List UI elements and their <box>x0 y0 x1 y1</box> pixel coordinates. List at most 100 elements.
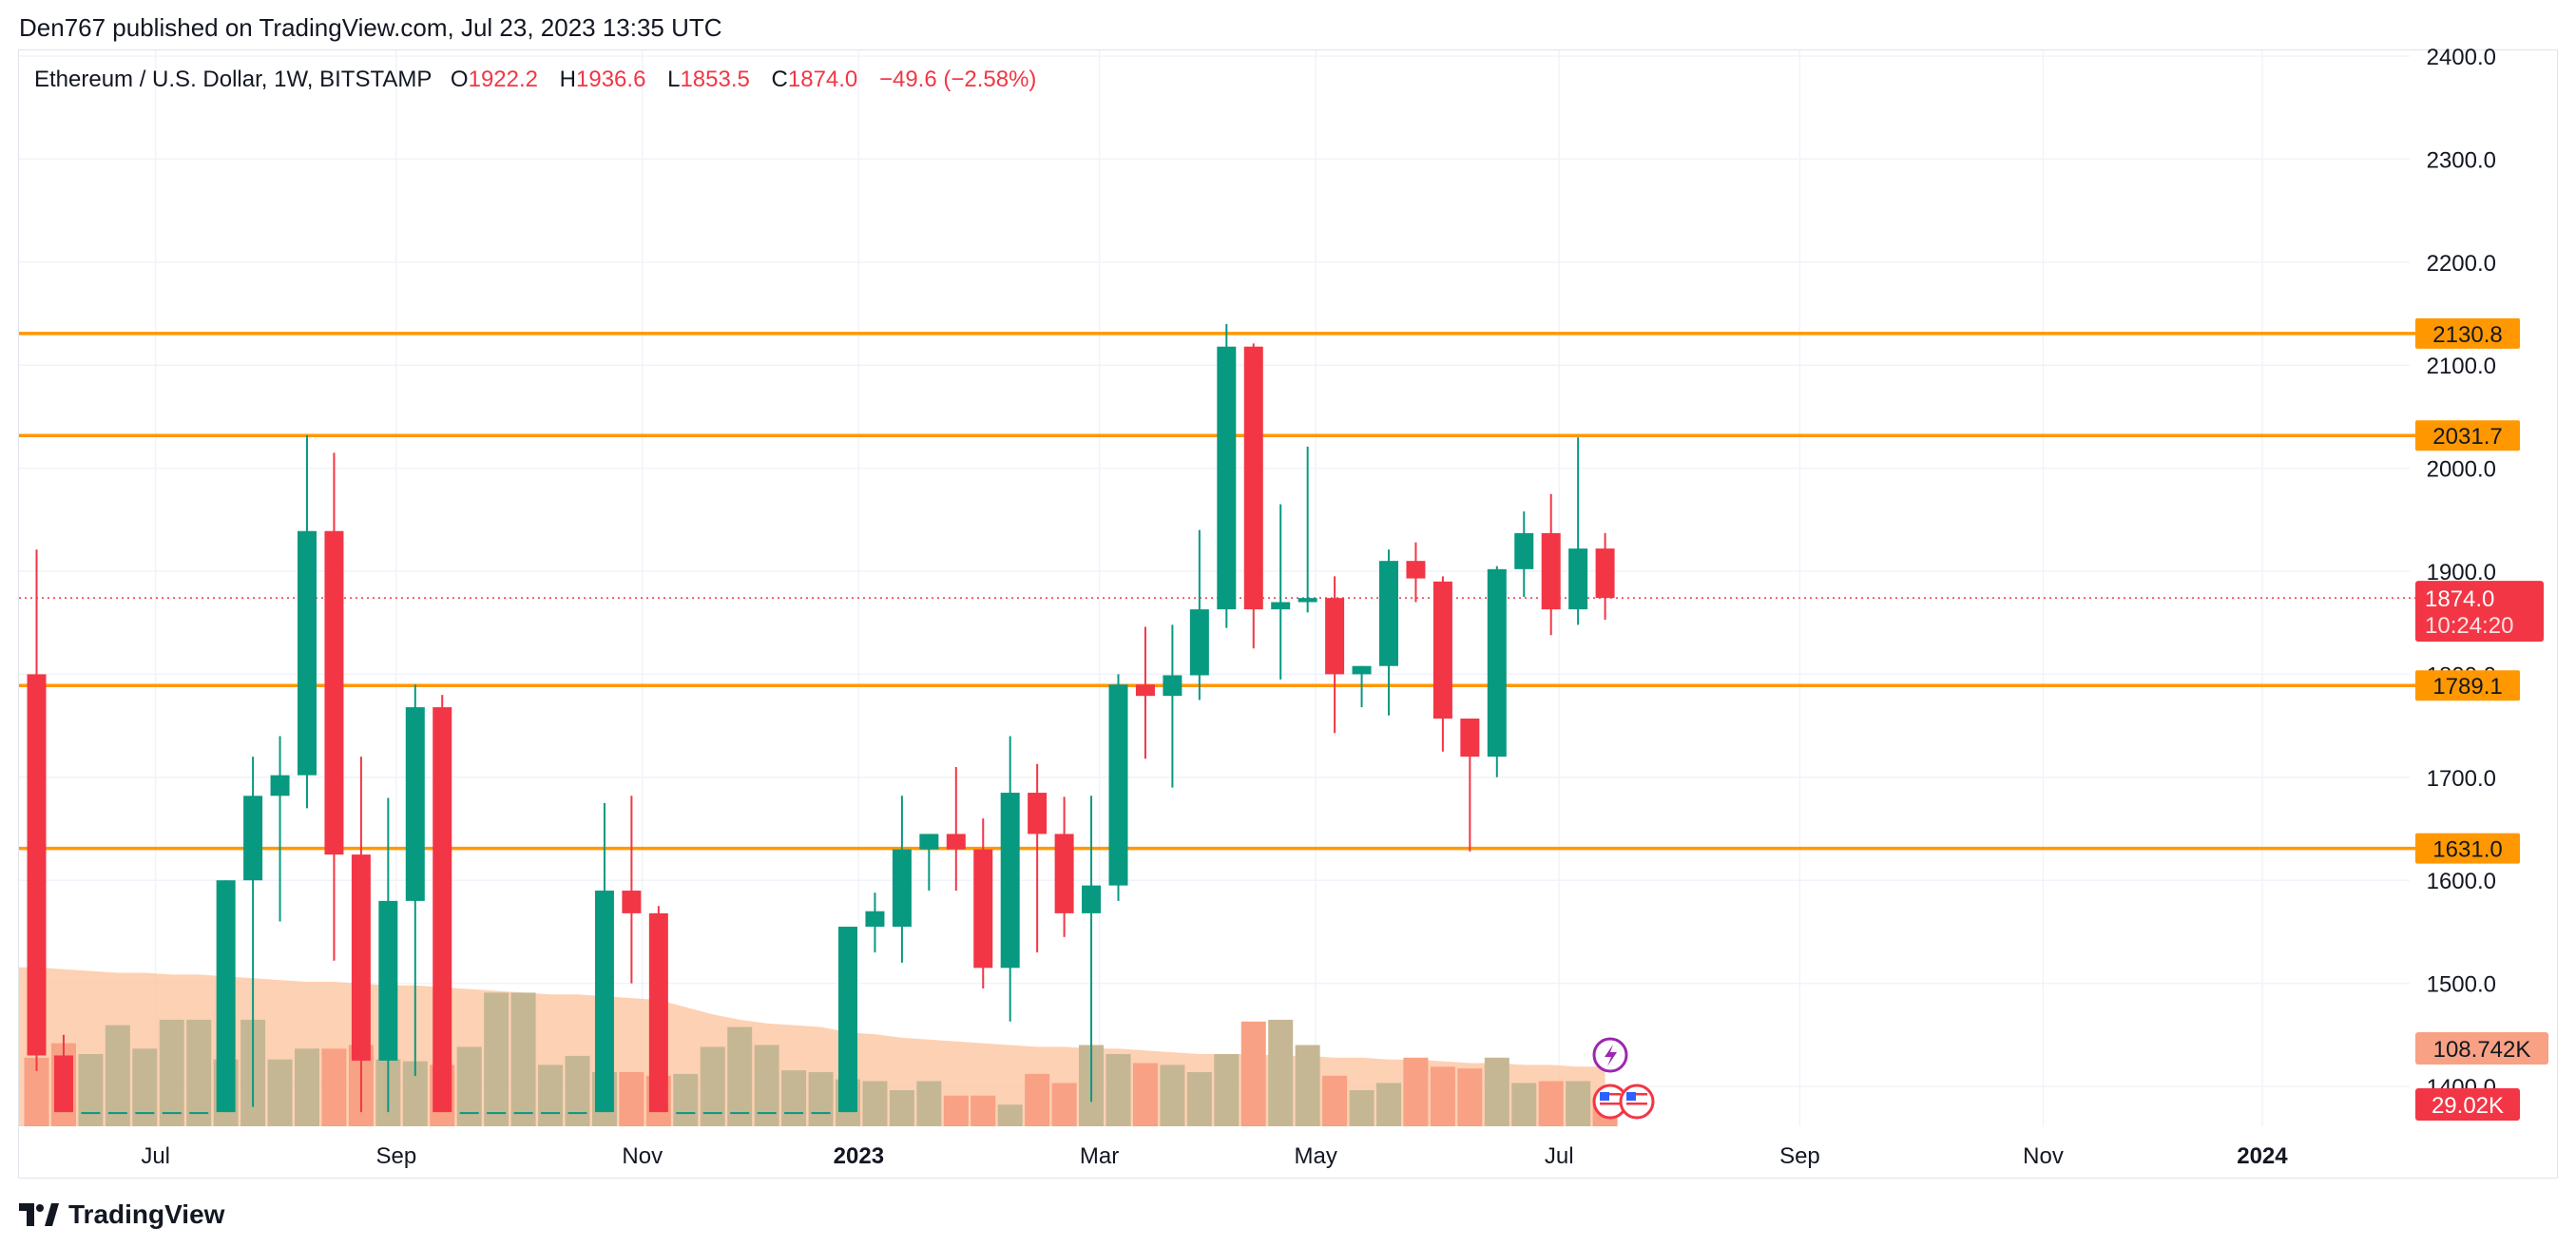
candle-body <box>189 1112 209 1115</box>
volume-bar <box>1430 1066 1455 1126</box>
price-tags: 2130.8 2031.7 1789.1 1631.0 1874.010:24:20 10… <box>1592 317 2548 1121</box>
low-label: L <box>667 67 681 92</box>
level-tag <box>2415 420 2520 451</box>
volume-bar <box>997 1104 1023 1126</box>
volume-bar <box>186 1019 212 1126</box>
volume-bar <box>1322 1075 1348 1126</box>
flag-canton <box>1600 1092 1609 1101</box>
candle-body <box>946 834 966 850</box>
candle-body <box>622 891 642 913</box>
volume-bar <box>673 1073 699 1126</box>
candle-body <box>135 1112 155 1115</box>
volume-bar <box>700 1046 725 1126</box>
current-price-tag <box>2415 581 2544 643</box>
candle-body <box>324 530 344 855</box>
volume-bar <box>78 1054 104 1126</box>
candle-body <box>1000 793 1020 969</box>
volume-bar <box>456 1046 482 1126</box>
candle-body <box>892 849 912 927</box>
candle-body <box>162 1112 182 1115</box>
volume-bar <box>510 992 536 1126</box>
candle-body <box>53 1055 73 1113</box>
volume-bar <box>754 1045 779 1126</box>
y-tick-label: 2400.0 <box>2427 45 2496 70</box>
x-tick-label: Nov <box>2023 1143 2064 1169</box>
brand-footer[interactable]: TradingView <box>19 1199 224 1230</box>
volume-bar <box>1403 1057 1429 1126</box>
candle-body <box>865 911 885 927</box>
high-label: H <box>559 67 577 92</box>
candle-body <box>702 1112 722 1115</box>
level-tag-label: 2031.7 <box>2432 424 2502 450</box>
x-tick-label: Mar <box>1080 1143 1119 1169</box>
y-tick-label: 2000.0 <box>2427 457 2496 483</box>
open-label: O <box>450 67 469 92</box>
candle-body <box>243 796 263 881</box>
volume-ma-label: 108.742K <box>2433 1037 2531 1063</box>
x-tick-label: May <box>1295 1143 1337 1169</box>
candle-body <box>1108 684 1128 886</box>
candle-body <box>567 1112 587 1115</box>
candle-body <box>1135 684 1155 697</box>
countdown-label: 10:24:20 <box>2425 613 2513 639</box>
candle-body <box>216 880 236 1113</box>
flag-stripe <box>1626 1107 1647 1110</box>
candle-body <box>513 1112 533 1115</box>
volume-bar <box>267 1059 293 1126</box>
candle-body <box>1271 602 1291 610</box>
chart-frame <box>18 49 2558 1179</box>
current-price-label: 1874.0 <box>2425 586 2494 612</box>
candle-body <box>1514 532 1534 569</box>
candle-body <box>1217 346 1237 610</box>
low-value: 1853.5 <box>680 67 750 92</box>
volume-bar <box>159 1019 184 1126</box>
publisher-line: Den767 published on TradingView.com, Jul… <box>19 13 722 42</box>
volume-bar <box>538 1065 564 1126</box>
y-tick-label: 1500.0 <box>2427 972 2496 998</box>
volume-bar <box>1538 1081 1564 1126</box>
candle-body <box>1298 598 1317 603</box>
volume-ma-tag <box>2415 1032 2548 1065</box>
flag-stripe <box>1600 1093 1621 1096</box>
volume-bar <box>1484 1057 1509 1126</box>
y-tick-label: 1600.0 <box>2427 869 2496 894</box>
candle-body <box>676 1112 696 1115</box>
volume-bar <box>1376 1083 1401 1126</box>
level-tag-label: 2130.8 <box>2432 322 2502 348</box>
volume-bar <box>619 1072 644 1126</box>
volume-bar <box>1566 1081 1591 1126</box>
ohlc-legend: Ethereum / U.S. Dollar, 1W, BITSTAMP O19… <box>34 67 1051 93</box>
high-value: 1936.6 <box>576 67 646 92</box>
volume-bar <box>808 1072 834 1126</box>
candle-body <box>1054 834 1074 913</box>
volume-tag <box>2415 1088 2520 1121</box>
volume-bar <box>1240 1021 1266 1126</box>
candle-body <box>487 1112 507 1115</box>
x-tick-label: Sep <box>376 1143 417 1169</box>
flag-canton <box>1626 1092 1636 1101</box>
volume-bar <box>889 1090 914 1126</box>
x-tick-label: Sep <box>1779 1143 1820 1169</box>
flag-stripe <box>1600 1103 1621 1105</box>
level-tag-label: 1789.1 <box>2432 674 2502 700</box>
candle-body <box>1432 581 1452 719</box>
volume-bar <box>1105 1054 1131 1126</box>
volume-bar <box>781 1070 807 1126</box>
level-tag <box>2415 670 2520 701</box>
candle-body <box>351 854 371 1061</box>
volume-bar <box>1160 1065 1185 1126</box>
candle-body <box>838 926 857 1113</box>
candle-body <box>107 1112 127 1115</box>
x-tick-label: Jul <box>141 1143 170 1169</box>
volume-bar <box>1214 1054 1240 1126</box>
candle-body <box>405 707 425 901</box>
candle-body <box>81 1112 101 1115</box>
volume-bar <box>1132 1063 1158 1126</box>
volume-bar <box>1349 1090 1375 1126</box>
candle-body <box>459 1112 479 1115</box>
candle-body <box>1352 665 1372 675</box>
candle-body <box>298 530 317 776</box>
volume-bar <box>484 992 509 1126</box>
candle-body <box>433 707 452 1113</box>
